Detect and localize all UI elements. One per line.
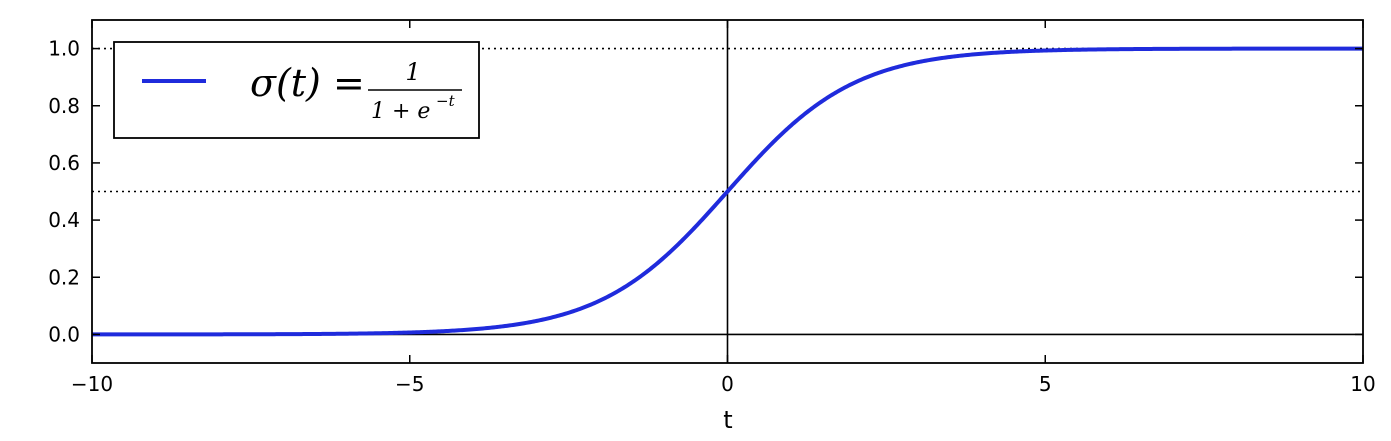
axis-ticks: −10 −5 0 5 10 0.0 0.2 0.4 0.6 0.8 1.0: [48, 20, 1376, 396]
x-tick-label-3: 5: [1039, 372, 1052, 396]
x-tick-label-4: 10: [1350, 372, 1375, 396]
y-tick-label-5: 1.0: [48, 37, 80, 61]
x-tick-label-0: −10: [71, 372, 113, 396]
series-line-0: [91, 46, 1364, 337]
y-tick-label-1: 0.2: [48, 265, 80, 289]
y-tick-label-0: 0.0: [48, 322, 80, 346]
y-tick-label-4: 0.8: [48, 94, 80, 118]
legend-label-denominator: 1 + e: [371, 99, 430, 124]
x-tick-label-1: −5: [395, 372, 424, 396]
y-tick-label-3: 0.6: [48, 151, 80, 175]
series-layer: [91, 46, 1364, 337]
legend-label-sigma: σ(t) =: [250, 61, 365, 105]
x-tick-label-2: 0: [721, 372, 734, 396]
legend: σ(t) = 1 1 + e −t: [113, 41, 480, 139]
y-tick-label-2: 0.4: [48, 208, 80, 232]
legend-label-exponent: −t: [436, 92, 456, 110]
legend-label-numerator: 1: [405, 58, 420, 86]
x-axis-label: t: [723, 406, 732, 434]
